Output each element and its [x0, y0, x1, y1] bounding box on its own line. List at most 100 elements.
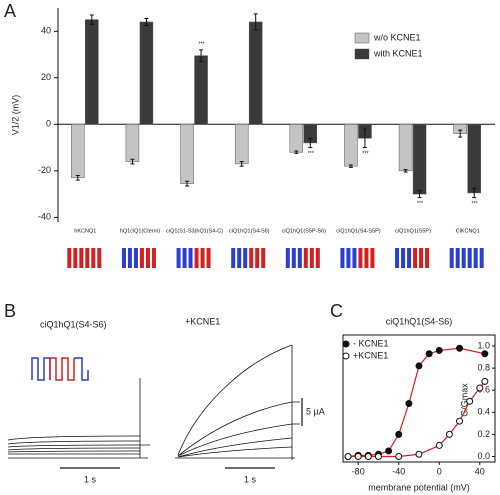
data-point	[405, 399, 413, 407]
legend-marker	[342, 352, 350, 360]
x-tick-label: 0	[437, 466, 442, 476]
icon-segment	[182, 248, 187, 268]
icon-segment	[340, 248, 345, 268]
traces-panel: ciQ1hQ1(S4-S6) +KCNE1 1 s 5 µA 1 s	[7, 316, 325, 484]
data-point	[385, 447, 393, 455]
error-bar	[458, 129, 463, 138]
trace-tail	[291, 345, 300, 460]
x-tick-label: -80	[352, 466, 365, 476]
error-bar	[144, 17, 149, 26]
legend-swatch	[354, 32, 370, 44]
icon-segment	[243, 248, 248, 268]
icon-segment	[467, 248, 472, 268]
legend-marker	[342, 340, 350, 348]
y-tick-label: -40	[38, 212, 51, 222]
bar	[248, 21, 263, 125]
icon-segment	[395, 248, 400, 268]
legend-label: with KCNE1	[373, 48, 423, 58]
x-tick-label: CiKCNQ1	[456, 228, 480, 234]
x-tick-label: ciQ1(S1-S3)hQ1(S4-C)	[166, 228, 223, 234]
x-tick-label: hKCNQ1	[74, 228, 96, 234]
bar	[180, 124, 194, 184]
icon-segment	[200, 248, 205, 268]
error-bar	[89, 14, 94, 25]
y-tick-label: 1.0	[477, 340, 490, 350]
y-tick-label: 40	[41, 26, 51, 36]
data-point	[344, 452, 352, 460]
icon-segment	[479, 248, 484, 268]
icon-segment	[85, 248, 90, 268]
data-point	[456, 417, 464, 425]
icon-segment	[97, 248, 102, 268]
error-bar	[308, 137, 313, 149]
significance-label: ***	[308, 151, 315, 157]
icon-segment	[151, 248, 156, 268]
icon-segment	[413, 248, 418, 268]
significance-label: ***	[198, 41, 205, 47]
icon-segment	[67, 248, 72, 268]
y-tick-label: -20	[38, 165, 51, 175]
y-tick-label: 0.2	[477, 429, 490, 439]
bar	[467, 124, 481, 194]
data-point	[445, 430, 453, 438]
y-tick-label: 0.0	[477, 451, 490, 461]
icon-segment	[315, 248, 320, 268]
error-bar	[362, 128, 367, 149]
data-point	[425, 350, 433, 358]
bar	[71, 124, 85, 179]
trace	[7, 435, 141, 455]
error-bar	[472, 187, 477, 199]
y-tick-label: 0.6	[477, 385, 490, 395]
legend-swatch	[354, 48, 370, 60]
icon-segment	[237, 248, 242, 268]
icon-segment	[231, 248, 236, 268]
icon-segment	[176, 248, 181, 268]
legend-label: - KCNE1	[353, 338, 389, 348]
bar	[139, 21, 154, 125]
data-point	[354, 452, 362, 460]
legend-label: +KCNE1	[353, 350, 388, 360]
icon-segment	[449, 248, 454, 268]
channel-icon	[31, 357, 89, 381]
icon-segment	[346, 248, 351, 268]
panel-letter: A	[4, 1, 16, 21]
error-bar	[403, 169, 408, 173]
icon-segment	[91, 248, 96, 268]
panel-letter: B	[4, 301, 16, 321]
data-point	[466, 397, 474, 405]
data-point	[415, 362, 423, 370]
bar	[412, 124, 427, 195]
trace-tail	[139, 378, 150, 458]
error-bar	[199, 49, 204, 62]
x-tick-label: ciQ1hQ1(S5P)	[395, 228, 431, 234]
error-bar	[75, 174, 80, 181]
icon-segment	[407, 248, 412, 268]
icon-segment	[425, 248, 430, 268]
icon-segment	[419, 248, 424, 268]
trace	[177, 344, 293, 458]
bar	[344, 124, 358, 167]
icon-segment	[455, 248, 460, 268]
bar	[234, 124, 249, 165]
x-tick-label: hQ1ciQ1(Cterm)	[120, 228, 161, 234]
icon-segment	[291, 248, 296, 268]
error-bar	[294, 150, 299, 154]
error-bar	[130, 158, 135, 165]
icon-segment	[285, 248, 290, 268]
x-tick-label: ciQ1hQ1(S4-S6)	[229, 228, 270, 234]
significance-label: ***	[362, 151, 369, 157]
bar	[289, 124, 304, 153]
bar	[125, 124, 140, 162]
icon-segment	[249, 248, 254, 268]
icon-segment	[79, 248, 84, 268]
significance-label: ***	[417, 201, 424, 207]
data-point	[435, 441, 443, 449]
icon-segment	[121, 248, 126, 268]
icon-segment	[255, 248, 260, 268]
trace-label: +KCNE1	[185, 316, 220, 326]
y-tick-label: 0	[46, 119, 51, 129]
panel-letter: C	[330, 301, 343, 321]
y-axis-label: G/Gmax	[459, 383, 469, 417]
icon-segment	[73, 248, 78, 268]
